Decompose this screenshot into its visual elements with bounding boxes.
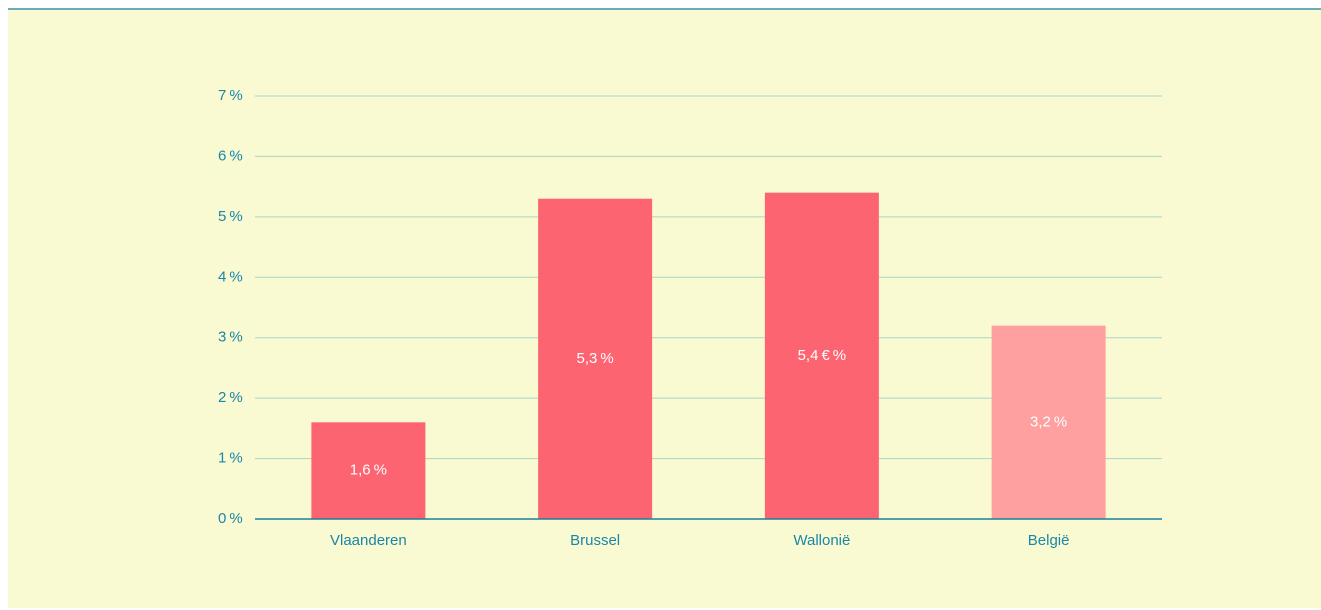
bar	[991, 325, 1106, 519]
data-label: 5,3 %	[577, 350, 614, 367]
x-tick-label: België	[1028, 532, 1070, 549]
x-tick-label: Brussel	[570, 532, 620, 549]
y-tick-label: 0 %	[218, 510, 243, 527]
data-label: 3,2 %	[1030, 413, 1067, 430]
y-tick-label: 1 %	[218, 450, 243, 467]
y-tick-label: 2 %	[218, 389, 243, 406]
data-label: 1,6 %	[350, 462, 387, 479]
y-tick-label: 5 %	[218, 208, 243, 225]
bar	[311, 422, 426, 519]
bar	[764, 192, 879, 519]
y-tick-label: 4 %	[218, 268, 243, 285]
x-tick-label: Wallonië	[793, 532, 850, 549]
y-tick-label: 3 %	[218, 329, 243, 346]
y-tick-label: 6 %	[218, 147, 243, 164]
data-label: 5,4 € %	[798, 347, 847, 364]
bar	[538, 198, 653, 519]
x-tick-label: Vlaanderen	[330, 532, 407, 549]
y-tick-label: 7 %	[218, 87, 243, 104]
